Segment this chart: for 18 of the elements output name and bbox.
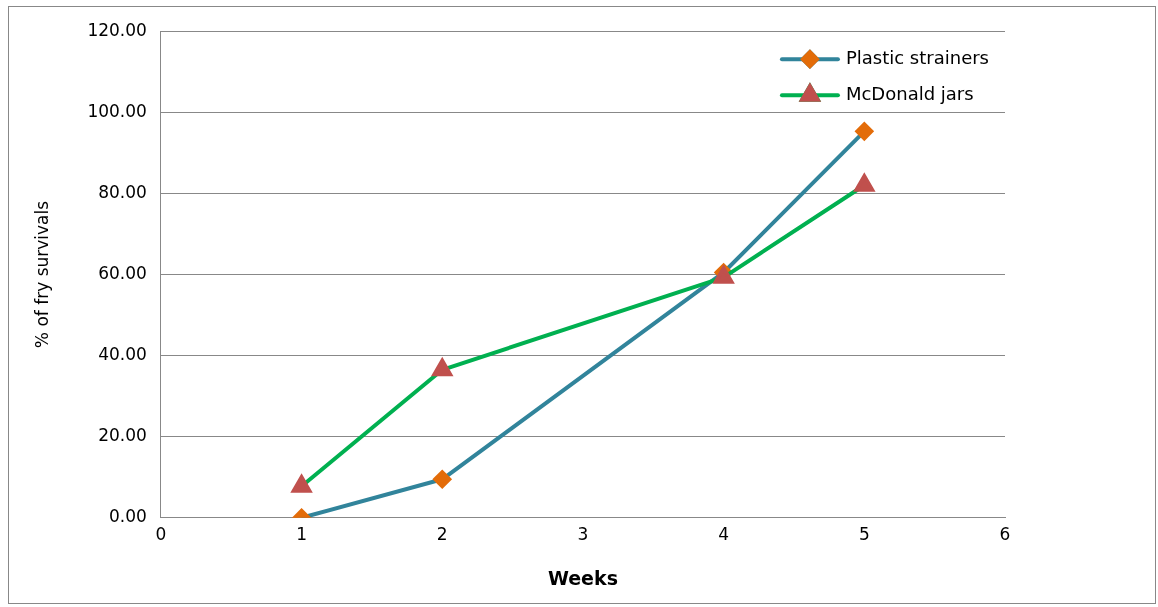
x-tick-label: 4 (718, 524, 730, 545)
y-tick-label: 0.00 (109, 506, 147, 527)
x-tick-label: 5 (858, 524, 870, 545)
y-tick-label: 20.00 (98, 425, 147, 446)
x-tick-label: 2 (436, 524, 448, 545)
x-tick-label: 1 (296, 524, 307, 545)
x-tick-label: 6 (999, 524, 1011, 545)
y-tick-label: 100.00 (87, 100, 147, 121)
x-tick-label: 3 (577, 524, 589, 545)
x-tick-label: 0 (155, 524, 167, 545)
legend-label: Plastic strainers (845, 46, 990, 68)
x-axis-title: Weeks (547, 566, 618, 589)
legend-label: McDonald jars (845, 82, 974, 104)
y-tick-label: 80.00 (98, 181, 147, 202)
y-axis-title: % of fry survivals (31, 200, 52, 349)
y-tick-label: 60.00 (98, 262, 147, 283)
y-tick-label: 40.00 (98, 344, 147, 365)
y-tick-label: 120.00 (87, 19, 147, 40)
